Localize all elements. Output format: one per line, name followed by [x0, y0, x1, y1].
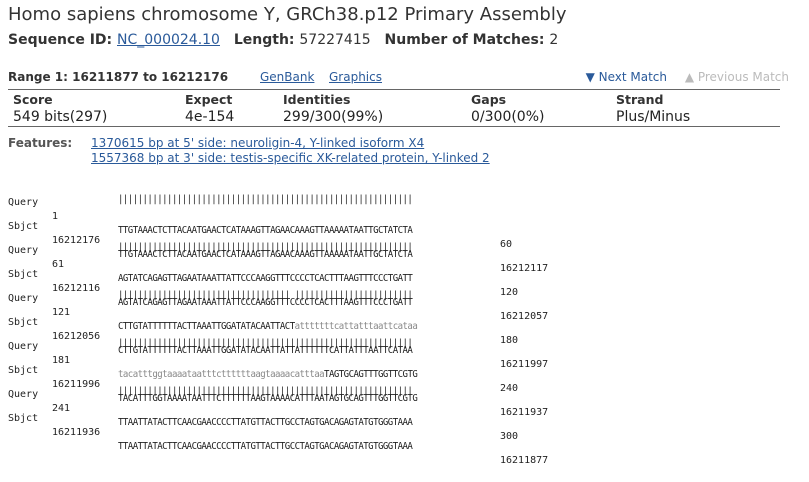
subject-sequence: TTAATTATACTTCAACGAACCCCTTATGTTACTTGCCTAG…: [118, 441, 413, 452]
query-sequence: AGTATCAGAGTTAGAATAAATTATTCCCAAGGTTTCCCCT…: [118, 273, 413, 284]
query-sequence: tacatttggtaaaataatttcttttttaagtaaaacattt…: [118, 369, 418, 380]
query-end: 120: [500, 287, 519, 298]
match-line: ||||||||||||||||||||||||||||||||||||||||…: [118, 338, 413, 349]
subject-label: Sbjct: [8, 269, 39, 280]
score-column: Score 549 bits(297): [13, 90, 107, 126]
query-start: 241: [52, 403, 71, 414]
strand-column: Strand Plus/Minus: [616, 90, 690, 126]
gaps-value: 0/300(0%): [471, 109, 545, 125]
page-title: Homo sapiens chromosome Y, GRCh38.p12 Pr…: [8, 4, 567, 25]
subject-end: 16212117: [500, 263, 549, 274]
match-line: ||||||||||||||||||||||||||||||||||| ||||…: [118, 290, 413, 301]
features-list: 1370615 bp at 5' side: neuroligin-4, Y-l…: [91, 136, 490, 166]
subject-end: 16212057: [500, 311, 549, 322]
alignment-stats-table: Score 549 bits(297) Expect 4e-154 Identi…: [8, 89, 780, 127]
subject-row: Sbjct 16211936 TTAATTATACTTCAACGAACCCCTT…: [8, 398, 548, 466]
query-start: 61: [52, 259, 65, 270]
subject-label: Sbjct: [8, 413, 39, 424]
query-label: Query: [8, 389, 39, 400]
alignment-block: Query 1 TTGTAAACTCTTACAATGAACTCATAAAGTTA…: [8, 182, 809, 274]
subject-row: Sbjct 16212116 AGTATCAGAGTTAGAATAAATTATT…: [8, 254, 548, 322]
query-label: Query: [8, 197, 39, 208]
length-label: Length:: [233, 32, 295, 48]
subject-sequence: TACATTTGGTAAAATAATTTCTTTTTTAAGTAAAACATTT…: [118, 393, 418, 404]
subject-end: 16211877: [500, 455, 549, 466]
matches-label: Number of Matches:: [384, 32, 545, 48]
features-section: Features: 1370615 bp at 5' side: neuroli…: [8, 136, 809, 172]
matches-value: 2: [549, 32, 559, 48]
alignment-block: Query 241 TTAATTATACTTCAACGAACCCCTTATGTT…: [8, 374, 809, 466]
sequence-id-label: Sequence ID:: [8, 32, 113, 48]
gaps-column: Gaps 0/300(0%): [471, 90, 544, 126]
subject-row: Sbjct 16212176 TTGTAAACTCTTACAATGAACTCAT…: [8, 206, 548, 274]
range-label: Range 1: 16211877 to 16212176: [8, 70, 229, 84]
identities-header: Identities: [283, 92, 351, 107]
sequence-summary: Sequence ID: NC_000024.10 Length: 572274…: [8, 31, 809, 49]
subject-sequence: AGTATCAGAGTTAGAATAAATTATTCCCAAGGTTTCCCCT…: [118, 297, 413, 308]
identities-column: Identities 299/300(99%): [283, 90, 383, 126]
length-value: 57227415: [299, 32, 371, 48]
feature-link-neuroligin[interactable]: 1370615 bp at 5' side: neuroligin-4, Y-l…: [91, 136, 425, 150]
range-bar: Range 1: 16211877 to 16212176 GenBank Gr…: [8, 68, 809, 86]
alignment-block: Query 121 CTTGTATTTTTTACTTAAATTGGATATACA…: [8, 278, 809, 370]
query-row: Query 121 CTTGTATTTTTTACTTAAATTGGATATACA…: [8, 278, 518, 346]
alignment-block: Query 61 AGTATCAGAGTTAGAATAAATTATTCCCAAG…: [8, 230, 809, 322]
sequence-id-link[interactable]: NC_000024.10: [117, 32, 220, 48]
query-sequence: CTTGTATTTTTTACTTAAATTGGATATACAATTACTattt…: [118, 321, 418, 332]
query-row: Query 61 AGTATCAGAGTTAGAATAAATTATTCCCAAG…: [8, 230, 518, 298]
query-row: Query 181 tacatttggtaaaataatttcttttttaag…: [8, 326, 518, 394]
query-start: 181: [52, 355, 71, 366]
subject-end: 16211937: [500, 407, 549, 418]
subject-start: 16211936: [52, 427, 101, 438]
query-end: 180: [500, 335, 519, 346]
query-label: Query: [8, 293, 39, 304]
query-start: 1: [52, 211, 59, 222]
subject-row: Sbjct 16211996 TACATTTGGTAAAATAATTTCTTTT…: [8, 350, 548, 418]
query-sequence: TTAATTATACTTCAACGAACCCCTTATGTTACTTGCCTAG…: [118, 417, 413, 428]
score-value: 549 bits(297): [13, 109, 108, 125]
expect-column: Expect 4e-154: [185, 90, 234, 126]
subject-label: Sbjct: [8, 221, 39, 232]
subject-start: 16212176: [52, 235, 101, 246]
feature-link-testis-specific[interactable]: 1557368 bp at 3' side: testis-specific X…: [91, 151, 490, 165]
query-end: 240: [500, 383, 519, 394]
query-start: 121: [52, 307, 71, 318]
genbank-link[interactable]: GenBank: [260, 70, 315, 84]
score-header: Score: [13, 92, 53, 107]
subject-row: Sbjct 16212056 CTTGTATTTTTTACTTAAATTGGAT…: [8, 302, 548, 370]
query-end: 60: [500, 239, 513, 250]
graphics-link[interactable]: Graphics: [329, 70, 382, 84]
query-sequence: TTGTAAACTCTTACAATGAACTCATAAAGTTAGAACAAAG…: [118, 225, 413, 236]
query-end: 300: [500, 431, 519, 442]
alignment-blocks: Query 1 TTGTAAACTCTTACAATGAACTCATAAAGTTA…: [8, 182, 809, 466]
subject-start: 16212056: [52, 331, 101, 342]
expect-value: 4e-154: [185, 109, 235, 125]
subject-start: 16212116: [52, 283, 101, 294]
blast-alignment-panel: Homo sapiens chromosome Y, GRCh38.p12 Pr…: [0, 4, 809, 466]
next-match-link[interactable]: ▼ Next Match: [585, 70, 667, 84]
strand-header: Strand: [616, 92, 664, 107]
query-label: Query: [8, 245, 39, 256]
match-line: ||||||||||||||||||||||||||||||||||||||||…: [118, 242, 413, 253]
features-label: Features:: [8, 136, 73, 150]
expect-header: Expect: [185, 92, 233, 107]
identities-value: 299/300(99%): [283, 109, 384, 125]
query-row: Query 241 TTAATTATACTTCAACGAACCCCTTATGTT…: [8, 374, 518, 442]
strand-value: Plus/Minus: [616, 109, 691, 125]
previous-match-link: ▲ Previous Match: [684, 70, 789, 84]
subject-start: 16211996: [52, 379, 101, 390]
match-line: ||||||||||||||||||||||||||||||||||||||||…: [118, 386, 413, 397]
match-line: ||||||||||||||||||||||||||||||||||||||||…: [118, 194, 413, 205]
subject-label: Sbjct: [8, 317, 39, 328]
gaps-header: Gaps: [471, 92, 507, 107]
subject-sequence: TTGTAAACTCTTACAATGAACTCATAAAGTTAGAACAAAG…: [118, 249, 413, 260]
query-label: Query: [8, 341, 39, 352]
query-row: Query 1 TTGTAAACTCTTACAATGAACTCATAAAGTTA…: [8, 182, 512, 250]
subject-end: 16211997: [500, 359, 549, 370]
subject-label: Sbjct: [8, 365, 39, 376]
subject-sequence: CTTGTATTTTTTACTTAAATTGGATATACAATTATTATTT…: [118, 345, 413, 356]
alignment-block: Query 181 tacatttggtaaaataatttcttttttaag…: [8, 326, 809, 418]
